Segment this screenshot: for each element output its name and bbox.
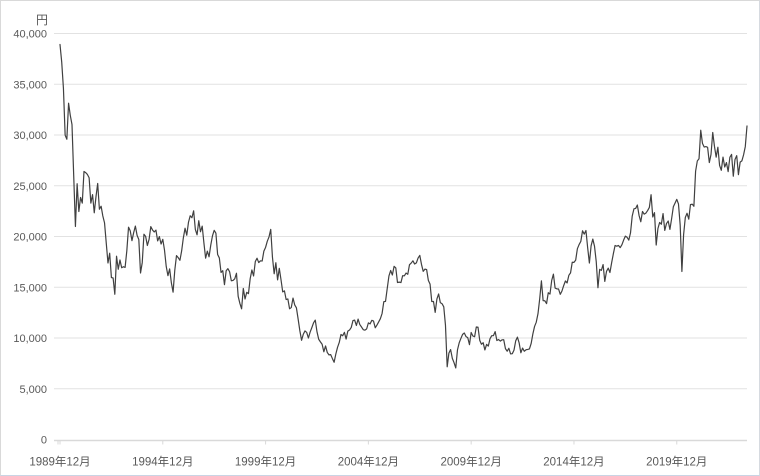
- y-axis-tick-labels: 0 5,000 10,000 15,000 20,000 25,000 30,000 35,0…: [13, 29, 47, 447]
- nikkei-price-line: [59, 43, 748, 369]
- x-axis-tick-label: 2004年12月: [338, 455, 399, 469]
- x-axis-tick-label: 1999年12月: [235, 455, 296, 469]
- y-axis-unit-label: 円: [36, 13, 48, 27]
- x-axis-tick-label: 1989年12月: [29, 455, 90, 469]
- y-axis-tick-label: 15,000: [13, 282, 47, 294]
- x-axis-tick-label: 2014年12月: [543, 455, 604, 469]
- y-axis-tick-label: 20,000: [13, 232, 47, 244]
- y-axis-tick-label: 10,000: [13, 333, 47, 345]
- x-axis-line: [54, 439, 747, 445]
- gridlines: [54, 33, 747, 390]
- y-axis-tick-label: 25,000: [13, 181, 47, 193]
- x-axis-tick-label: 2019年12月: [646, 455, 707, 469]
- y-axis-tick-label: 5,000: [19, 384, 47, 396]
- y-axis-tick-label: 30,000: [13, 130, 47, 142]
- x-axis-tick-label: 1994年12月: [132, 455, 193, 469]
- x-axis-tick-label: 2009年12月: [440, 455, 501, 469]
- y-axis-tick-label: 40,000: [13, 29, 47, 41]
- y-axis-tick-label: 35,000: [13, 79, 47, 91]
- y-axis-tick-label: 0: [41, 435, 47, 447]
- x-axis-tick-labels: 1989年12月 1994年12月 1999年12月 2004年12月 2009年12月…: [29, 455, 707, 469]
